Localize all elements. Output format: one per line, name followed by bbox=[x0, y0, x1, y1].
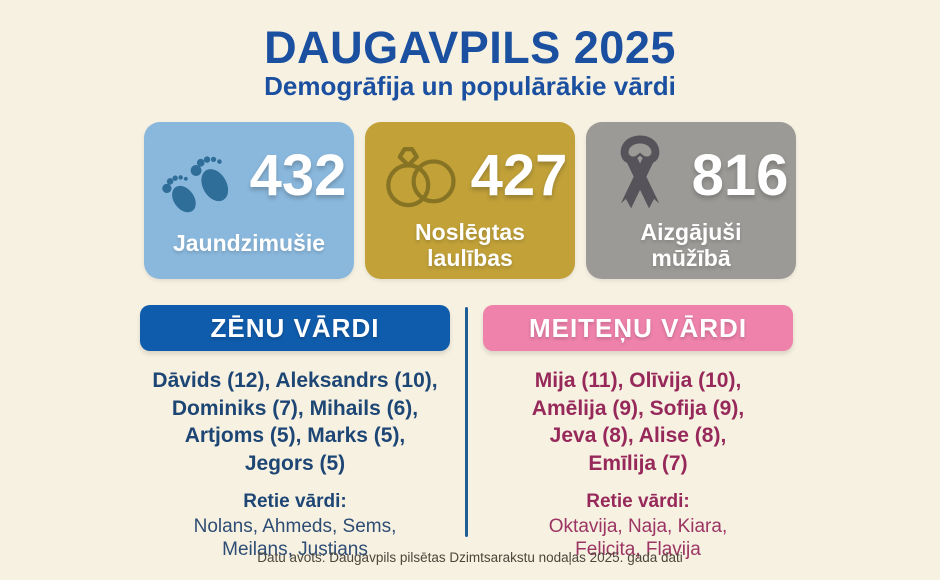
boys-rare-names-label: Retie vārdi: bbox=[243, 490, 347, 512]
boys-names-heading: ZĒNU VĀRDI bbox=[140, 305, 450, 351]
births-label: Jaundzimušie bbox=[172, 229, 326, 256]
girls-rare-names-label: Retie vārdi: bbox=[586, 490, 690, 512]
girls-rare-names: Oktavija, Naja, Kiara, Felicita, Flavija bbox=[548, 515, 728, 561]
data-source-note: Datu avots: Daugavpils pilsētas Dzimtsar… bbox=[257, 550, 683, 565]
page-subtitle: Demogrāfija un populārākie vārdi bbox=[264, 71, 676, 101]
deaths-label: Aizgājuši mūžībā bbox=[640, 219, 742, 271]
wedding-rings-icon bbox=[385, 147, 456, 208]
births-count: 432 bbox=[249, 143, 347, 208]
girls-popular-names: Mija (11), Olīvija (10), Amēlija (9), So… bbox=[531, 369, 745, 476]
column-divider bbox=[465, 307, 468, 537]
mourning-ribbon-icon bbox=[620, 135, 659, 209]
page-title: DAUGAVPILS 2025 bbox=[264, 22, 676, 73]
stat-card-deaths: 816 Aizgājuši mūžībā bbox=[586, 122, 796, 279]
boys-popular-names: Dāvids (12), Aleksandrs (10), Dominiks (… bbox=[152, 369, 438, 476]
marriages-label: Noslēgtas laulības bbox=[415, 219, 525, 271]
baby-footprints-icon bbox=[161, 156, 228, 213]
girls-names-heading: MEITEŅU VĀRDI bbox=[483, 305, 793, 351]
stat-card-marriages-top: 427 bbox=[365, 122, 575, 220]
deaths-count: 816 bbox=[691, 143, 789, 208]
boys-names-column: ZĒNU VĀRDI Dāvids (12), Aleksandrs (10),… bbox=[120, 305, 470, 561]
stat-card-deaths-top: 816 bbox=[586, 122, 796, 220]
stat-card-marriages: 427 Noslēgtas laulības bbox=[365, 122, 575, 279]
marriages-count: 427 bbox=[470, 143, 568, 208]
stat-card-births-top: 432 bbox=[144, 122, 354, 220]
stat-card-births: 432 Jaundzimušie bbox=[144, 122, 354, 279]
boys-rare-names: Nolans, Ahmeds, Sems, Meilans, Justians bbox=[193, 515, 397, 561]
stat-cards-row: 432 Jaundzimušie 427 Noslēgtas laulības bbox=[0, 122, 940, 279]
girls-names-column: MEITEŅU VĀRDI Mija (11), Olīvija (10), A… bbox=[463, 305, 813, 561]
